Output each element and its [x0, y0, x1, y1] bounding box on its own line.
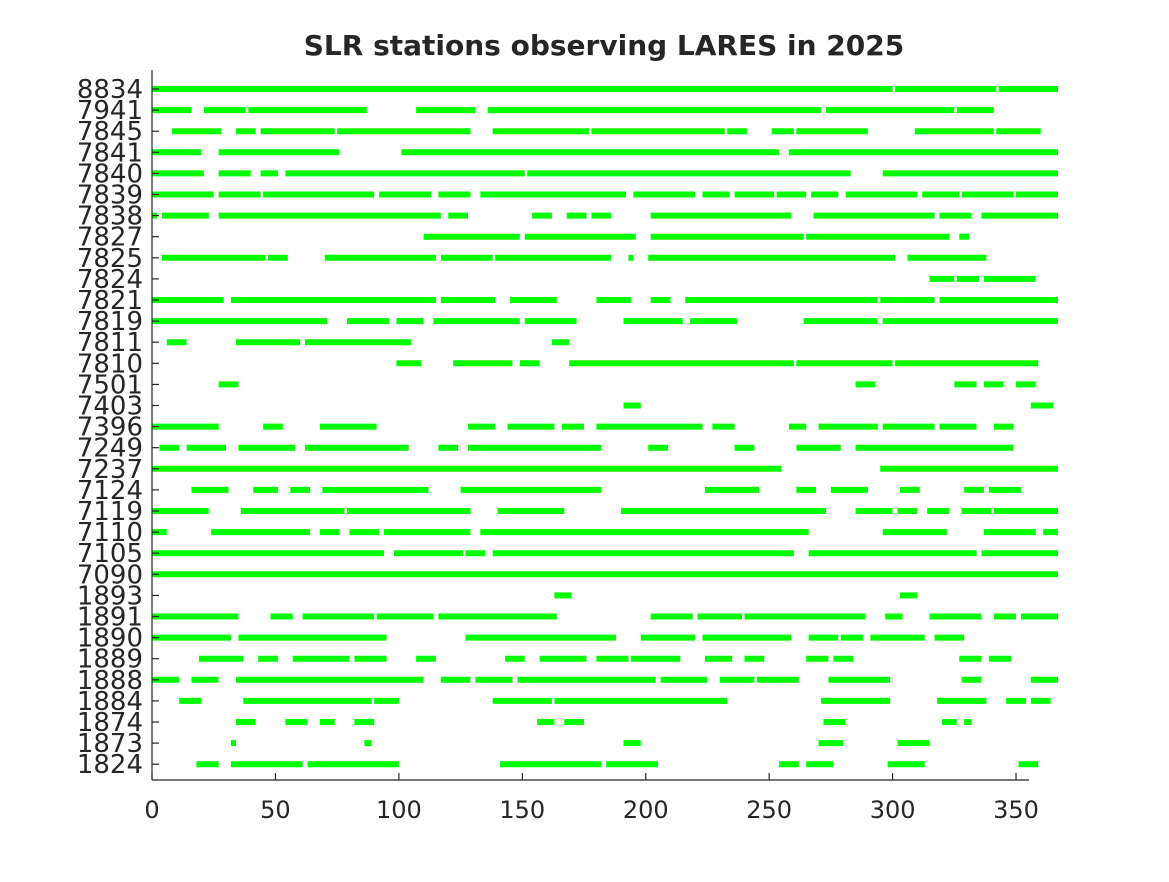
- y-tick-label: 1893: [77, 581, 143, 611]
- y-tick-label: 7119: [77, 497, 143, 527]
- x-tick-label: 0: [144, 796, 159, 824]
- y-tick-label: 7396: [77, 413, 143, 443]
- y-tick-label: 7819: [77, 307, 143, 337]
- y-tick-label: 7110: [77, 518, 143, 548]
- y-tick-label: 7827: [77, 223, 143, 253]
- y-tick-label: 7840: [77, 159, 143, 189]
- x-tick-label: 250: [746, 796, 792, 824]
- y-tick-label: 7090: [77, 560, 143, 590]
- y-tick-label: 8834: [77, 75, 143, 105]
- y-tick-label: 7124: [77, 476, 143, 506]
- y-tick-label: 1889: [77, 645, 143, 675]
- y-tick-label: 7811: [77, 328, 143, 358]
- x-tick-label: 200: [623, 796, 669, 824]
- x-tick-label: 300: [870, 796, 916, 824]
- station-bars: [152, 86, 1058, 768]
- x-tick-label: 350: [993, 796, 1039, 824]
- y-tick-label: 7941: [77, 96, 143, 126]
- y-tick-label: 7105: [77, 539, 143, 569]
- axes: [151, 70, 1029, 781]
- y-tick-label: 7810: [77, 349, 143, 379]
- y-tick-label: 1891: [77, 603, 143, 633]
- x-tick-label: 150: [499, 796, 545, 824]
- y-tick-label: 7237: [77, 455, 143, 485]
- y-tick-label: 7501: [77, 370, 143, 400]
- y-tick-label: 7821: [77, 286, 143, 316]
- y-tick-label: 7825: [77, 244, 143, 274]
- y-tick-label: 7824: [77, 265, 143, 295]
- y-tick-label: 7841: [77, 138, 143, 168]
- y-tick-label: 1874: [77, 708, 143, 738]
- y-tick-label: 7839: [77, 181, 143, 211]
- y-tick-label: 1888: [77, 666, 143, 696]
- x-tick-label: 100: [376, 796, 422, 824]
- y-tick-label: 7403: [77, 392, 143, 422]
- y-tick-label: 7838: [77, 202, 143, 232]
- chart-title: SLR stations observing LARES in 2025: [304, 29, 904, 62]
- y-axis-ticks: 8834794178457841784078397838782778257824…: [77, 75, 159, 780]
- y-tick-label: 1824: [77, 750, 143, 780]
- y-tick-label: 7845: [77, 117, 143, 147]
- y-tick-label: 1884: [77, 687, 143, 717]
- y-tick-label: 1873: [77, 729, 143, 759]
- x-axis-ticks: 0 50 100 150 200 250 300 350: [144, 773, 1039, 824]
- x-tick-label: 50: [260, 796, 291, 824]
- y-tick-label: 1890: [77, 624, 143, 654]
- y-tick-label: 7249: [77, 434, 143, 464]
